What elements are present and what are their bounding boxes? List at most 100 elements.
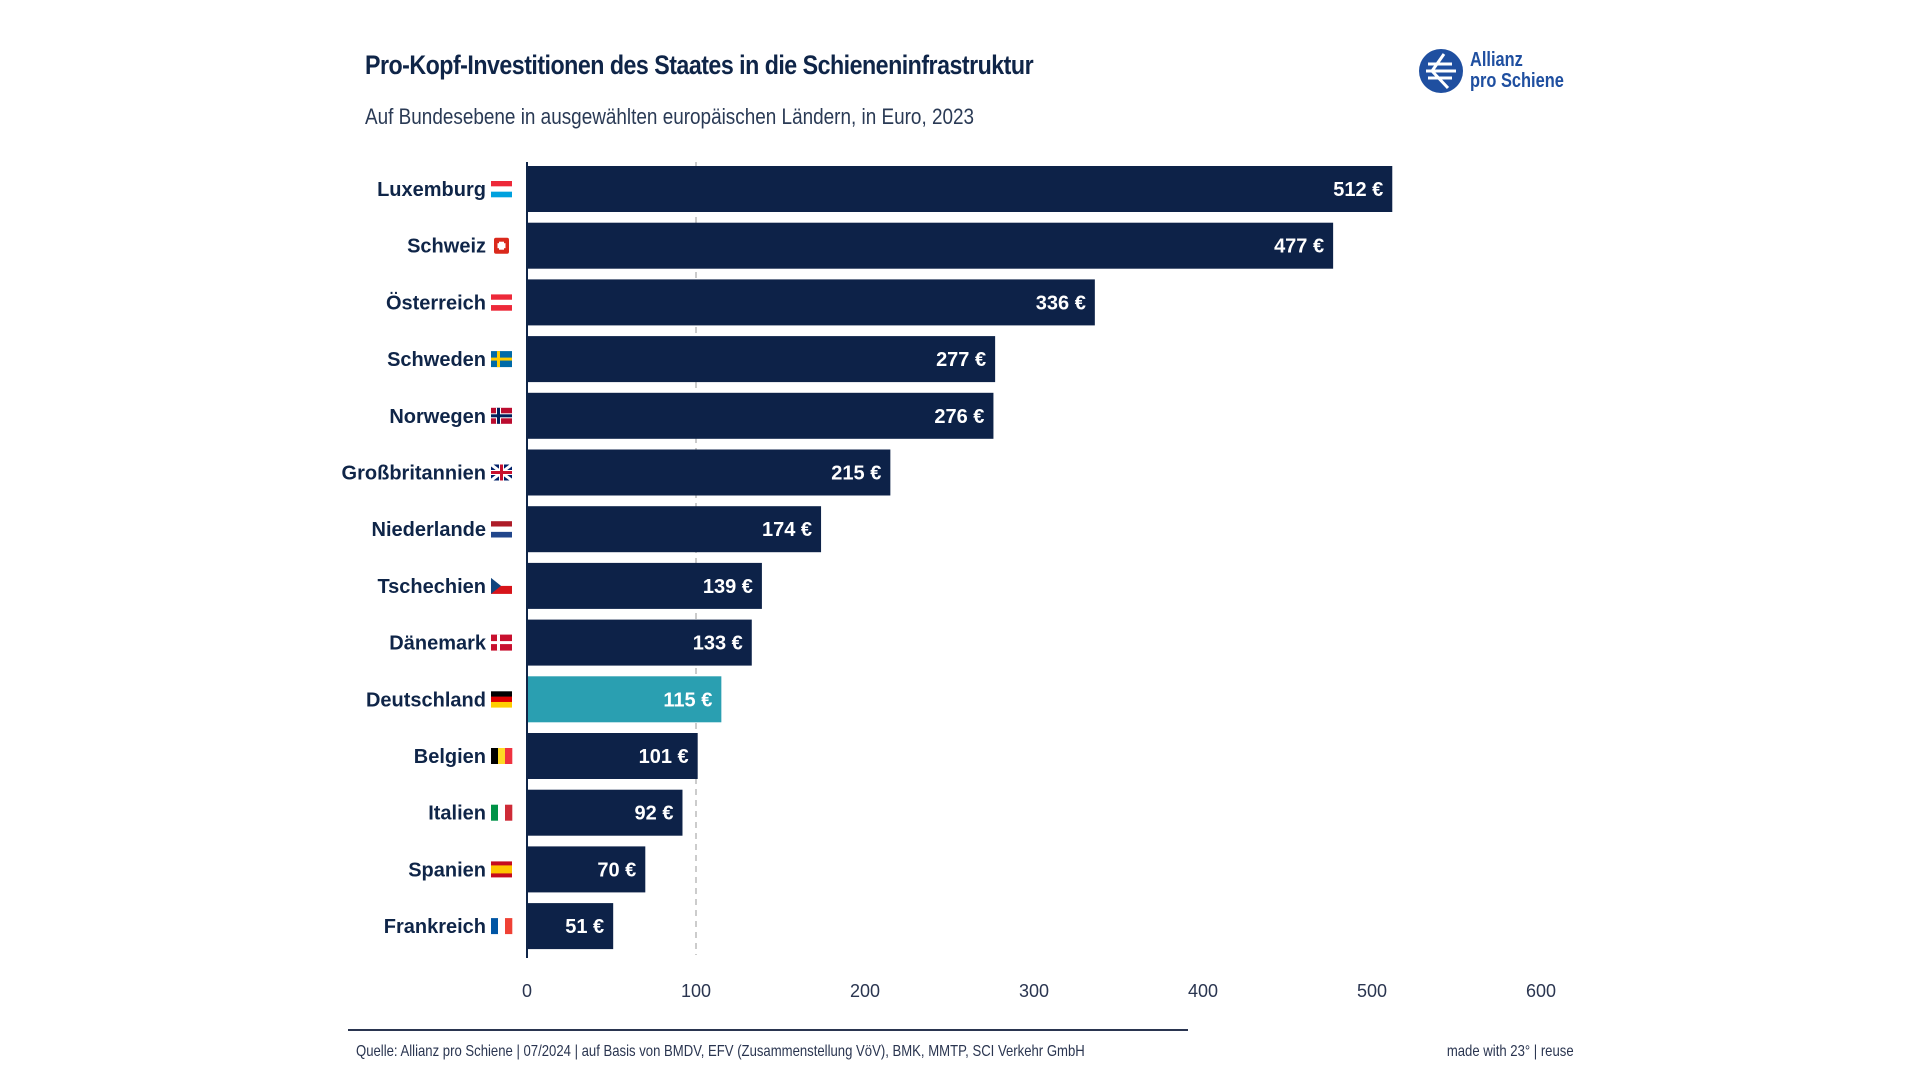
flag-stripe	[498, 918, 506, 935]
flag-cz-icon	[491, 577, 512, 594]
bar-großbritannien	[527, 449, 891, 496]
bar-dänemark	[527, 619, 752, 666]
flag-ch-icon	[494, 237, 509, 254]
logo-line2: pro Schiene	[1470, 70, 1564, 92]
bar-frankreich	[527, 903, 614, 950]
x-tick-label: 400	[1188, 981, 1218, 1001]
flag-stripe	[505, 918, 513, 935]
flag-stripe	[491, 531, 512, 538]
chart-title: Pro-Kopf-Investitionen des Staates in di…	[365, 50, 1034, 80]
source-note: Quelle: Allianz pro Schiene | 07/2024 | …	[356, 1043, 1085, 1060]
flag-stripe	[491, 299, 512, 306]
bar-norwegen	[527, 392, 994, 439]
footer-divider	[348, 1029, 1188, 1031]
flag-stripe	[491, 804, 499, 821]
chart-subtitle: Auf Bundesebene in ausgewählten europäis…	[365, 104, 975, 129]
data-label: 70 €	[597, 859, 636, 881]
category-label: Luxemburg	[377, 179, 486, 201]
data-label: 51 €	[565, 916, 604, 938]
flag-stripe	[491, 696, 512, 703]
flag-stripe	[491, 526, 512, 533]
flag-stripe	[491, 865, 512, 874]
flag-stripe	[491, 585, 512, 594]
x-tick-label: 300	[1019, 981, 1049, 1001]
category-label: Frankreich	[384, 916, 486, 938]
flag-se-icon	[491, 351, 512, 368]
category-label: Italien	[428, 803, 486, 825]
bar-spanien	[527, 846, 646, 893]
flag-lu-icon	[491, 181, 512, 198]
category-label: Dänemark	[389, 633, 487, 655]
flag-stripe	[491, 577, 512, 586]
flag-stripe	[491, 521, 512, 527]
category-label: Norwegen	[389, 406, 486, 428]
flag-gb-icon	[490, 463, 513, 482]
flag-de-icon	[491, 691, 512, 708]
bar-luxemburg	[527, 166, 1393, 212]
x-tick-label: 500	[1357, 981, 1387, 1001]
flag-cross	[491, 414, 512, 418]
data-label: 133 €	[693, 633, 743, 655]
flag-stripe	[491, 701, 512, 708]
data-label: 215 €	[831, 463, 881, 485]
flag-cross	[497, 243, 506, 249]
flag-es-icon	[491, 861, 512, 878]
data-label: 174 €	[762, 519, 812, 541]
bar-tschechien	[527, 562, 762, 609]
data-label: 276 €	[934, 406, 984, 428]
x-tick-label: 0	[522, 981, 532, 1001]
bar-schweiz	[527, 222, 1334, 269]
data-label: 336 €	[1036, 292, 1086, 314]
flag-stripe	[491, 748, 499, 764]
logo-icon	[1419, 49, 1463, 93]
flag-stripe	[491, 691, 512, 697]
allianz-pro-schiene-logo: Allianz pro Schiene	[1418, 48, 1584, 94]
data-label: 92 €	[635, 803, 674, 825]
flag-be-icon	[491, 748, 513, 764]
flag-triangle	[491, 577, 501, 594]
flag-no-icon	[491, 407, 512, 424]
flag-cross	[491, 357, 512, 361]
flag-dk-icon	[491, 634, 512, 651]
flag-cross	[491, 471, 512, 474]
category-label: Belgien	[414, 746, 486, 768]
flag-fr-icon	[491, 918, 513, 935]
flag-stripe	[498, 748, 506, 764]
flag-cross	[491, 641, 512, 645]
flag-stripe	[505, 804, 513, 821]
bar-schweden	[527, 336, 996, 383]
bar-deutschland	[527, 676, 722, 723]
category-label: Schweiz	[407, 236, 486, 258]
flag-stripe	[505, 748, 513, 764]
flag-stripe	[491, 294, 512, 301]
bar-belgien	[527, 733, 698, 779]
category-label: Deutschland	[366, 689, 486, 711]
bar-italien	[527, 789, 683, 836]
flag-nl-icon	[491, 521, 512, 538]
data-label: 477 €	[1274, 236, 1324, 258]
data-label: 512 €	[1333, 179, 1383, 201]
x-tick-label: 200	[850, 981, 880, 1001]
category-label: Tschechien	[377, 576, 486, 598]
flag-stripe	[491, 918, 499, 935]
data-label: 277 €	[936, 349, 986, 371]
category-label: Spanien	[408, 859, 486, 881]
bar-österreich	[527, 279, 1095, 326]
flag-stripe	[498, 804, 506, 821]
flag-it-icon	[491, 804, 513, 821]
data-label: 139 €	[703, 576, 753, 598]
flag-stripe	[491, 181, 512, 187]
category-label: Österreich	[386, 291, 486, 314]
category-label: Niederlande	[372, 519, 486, 541]
data-label: 115 €	[663, 689, 712, 711]
x-tick-label: 600	[1526, 981, 1556, 1001]
bar-niederlande	[527, 506, 822, 553]
flag-stripe	[491, 191, 512, 198]
category-label: Schweden	[387, 349, 486, 371]
flag-stripe	[491, 186, 512, 192]
credit-link[interactable]: made with 23° | reuse	[1447, 1043, 1574, 1060]
logo-line1: Allianz	[1470, 49, 1523, 71]
data-label: 101 €	[639, 746, 689, 768]
category-label: Großbritannien	[342, 463, 486, 485]
